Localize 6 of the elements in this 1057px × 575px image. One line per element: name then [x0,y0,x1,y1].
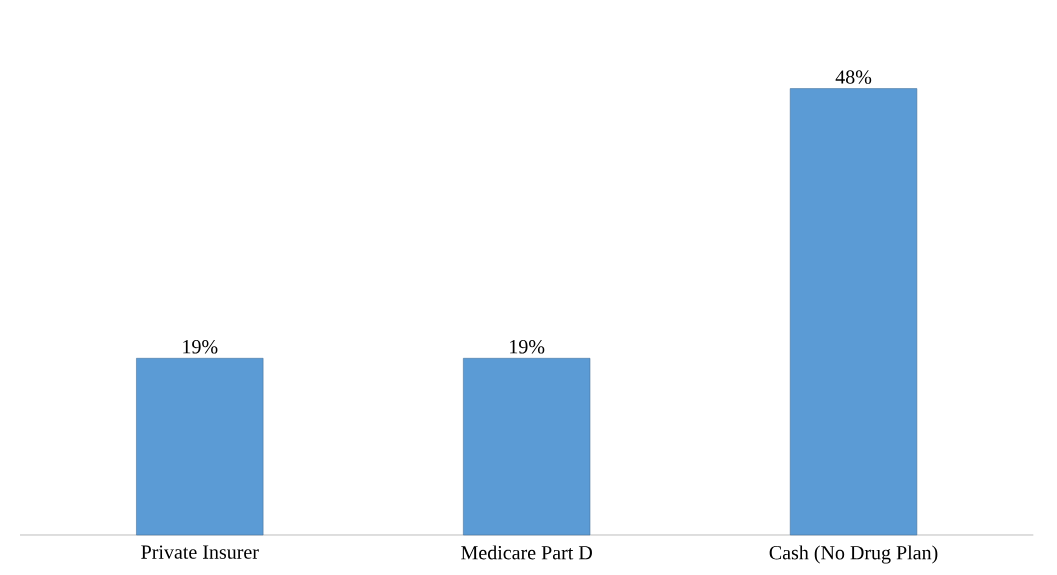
x-tick-label: Private Insurer [141,545,259,559]
x-tick-label: Medicare Part D [461,545,592,560]
data-label: 19% [510,340,545,354]
x-tick-label: Cash (No Drug Plan) [769,545,938,564]
data-label: 19% [183,340,218,354]
data-label: 48% [835,70,872,84]
